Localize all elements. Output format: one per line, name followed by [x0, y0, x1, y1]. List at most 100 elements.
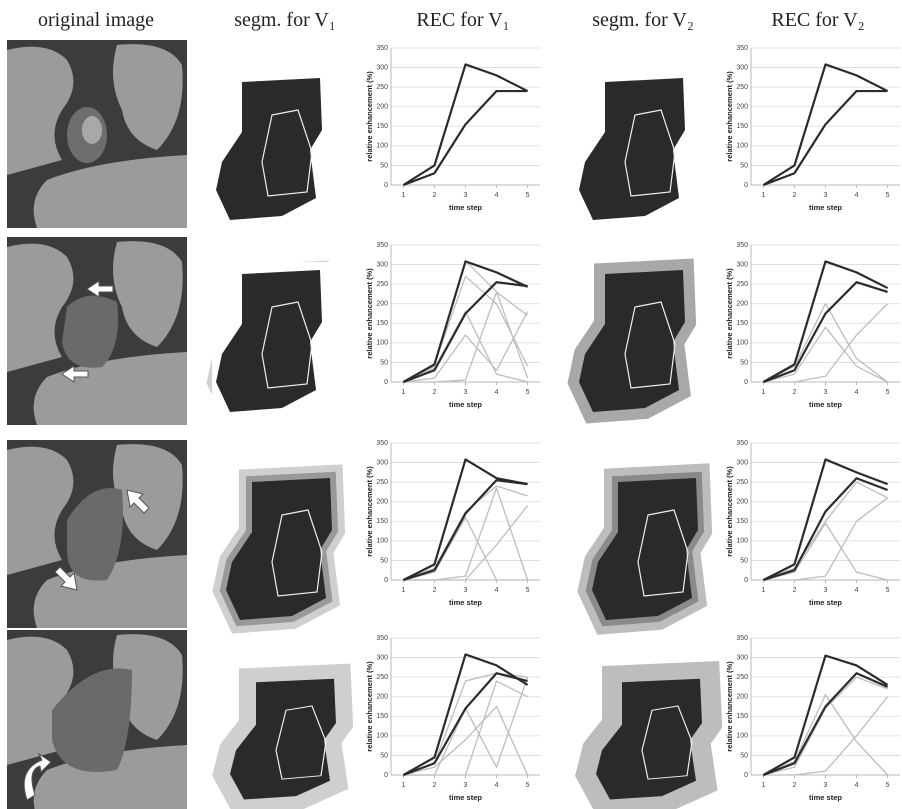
y-tick-label: 0: [744, 772, 748, 779]
x-tick-label: 1: [401, 782, 405, 789]
y-tick-label: 150: [376, 123, 388, 130]
x-axis-title: time step: [809, 400, 842, 409]
x-tick-label: 2: [793, 192, 797, 199]
y-tick-label: 250: [376, 281, 388, 288]
segmentation: [592, 478, 698, 620]
x-tick-label: 1: [761, 389, 765, 396]
x-tick-label: 4: [855, 389, 859, 396]
x-tick-label: 2: [433, 587, 437, 594]
data-line: [403, 681, 527, 775]
x-tick-label: 4: [495, 587, 499, 594]
y-tick-label: 0: [384, 182, 388, 189]
x-tick-label: 1: [761, 587, 765, 594]
data-line: [763, 677, 887, 775]
y-tick-label: 350: [736, 635, 748, 642]
data-line: [403, 282, 527, 382]
data-line: [763, 478, 887, 580]
x-tick-label: 1: [401, 192, 405, 199]
data-line: [403, 91, 527, 185]
x-tick-label: 1: [401, 389, 405, 396]
x-tick-label: 3: [824, 782, 828, 789]
y-tick-label: 150: [736, 713, 748, 720]
x-axis-title: time step: [809, 793, 842, 802]
segmentation: [212, 262, 342, 422]
data-line: [403, 654, 527, 775]
segmentation: [575, 262, 705, 422]
y-tick-label: 50: [380, 557, 388, 564]
data-line: [403, 673, 527, 775]
data-line: [403, 486, 527, 580]
y-tick-label: 200: [736, 499, 748, 506]
y-axis-title: relative enhancement (%): [365, 466, 374, 557]
y-tick-label: 150: [736, 518, 748, 525]
y-tick-label: 0: [744, 379, 748, 386]
y-tick-label: 250: [376, 674, 388, 681]
data-line: [763, 459, 887, 580]
y-tick-label: 350: [376, 440, 388, 447]
y-tick-label: 250: [736, 281, 748, 288]
y-tick-label: 350: [736, 440, 748, 447]
x-axis-title: time step: [449, 793, 482, 802]
y-tick-label: 100: [376, 733, 388, 740]
x-tick-label: 5: [886, 389, 890, 396]
x-tick-label: 4: [495, 782, 499, 789]
data-line: [763, 673, 887, 775]
y-tick-label: 100: [736, 538, 748, 545]
y-tick-label: 300: [376, 64, 388, 71]
original-image: [7, 440, 187, 628]
headers: original image segm. for V₁ REC for V₁ s…: [38, 9, 865, 31]
x-axis-title: time step: [449, 400, 482, 409]
original-image: [7, 630, 187, 809]
segmentation: [212, 70, 342, 230]
segmentation: [596, 679, 702, 800]
x-tick-label: 5: [526, 389, 530, 396]
y-tick-label: 150: [736, 123, 748, 130]
y-axis-title: relative enhancement (%): [365, 268, 374, 359]
x-tick-label: 3: [824, 389, 828, 396]
y-tick-label: 300: [736, 261, 748, 268]
y-tick-label: 200: [376, 694, 388, 701]
y-tick-label: 300: [736, 64, 748, 71]
y-tick-label: 50: [380, 359, 388, 366]
y-axis-title: relative enhancement (%): [725, 71, 734, 162]
y-tick-label: 300: [376, 261, 388, 268]
x-tick-label: 2: [793, 587, 797, 594]
y-tick-label: 250: [376, 84, 388, 91]
y-tick-label: 50: [740, 557, 748, 564]
x-axis-title: time step: [449, 203, 482, 212]
y-tick-label: 0: [384, 379, 388, 386]
x-tick-label: 3: [824, 192, 828, 199]
original-image: [7, 40, 187, 228]
y-tick-label: 0: [384, 577, 388, 584]
segmentation: [230, 679, 336, 800]
data-line: [763, 656, 887, 775]
y-axis-title: relative enhancement (%): [725, 268, 734, 359]
column-header: segm. for V₂: [592, 9, 694, 31]
y-tick-label: 300: [736, 654, 748, 661]
y-tick-label: 300: [736, 459, 748, 466]
data-line: [403, 677, 527, 775]
y-tick-label: 250: [736, 479, 748, 486]
data-line: [763, 482, 887, 580]
data-line: [403, 276, 527, 382]
y-tick-label: 0: [384, 772, 388, 779]
y-axis-title: relative enhancement (%): [725, 466, 734, 557]
y-tick-label: 100: [736, 340, 748, 347]
y-tick-label: 100: [376, 340, 388, 347]
data-line: [403, 459, 527, 580]
y-tick-label: 50: [740, 162, 748, 169]
x-tick-label: 2: [793, 782, 797, 789]
chart: 05010015020025030035012345time steprelat…: [365, 635, 540, 802]
chart: 05010015020025030035012345time steprelat…: [725, 242, 900, 409]
x-tick-label: 1: [761, 782, 765, 789]
x-tick-label: 3: [464, 192, 468, 199]
y-tick-label: 150: [376, 713, 388, 720]
y-tick-label: 350: [376, 635, 388, 642]
y-tick-label: 350: [376, 242, 388, 249]
x-tick-label: 2: [433, 389, 437, 396]
figure: original image segm. for V₁ REC for V₁ s…: [0, 0, 902, 809]
data-line: [763, 91, 887, 185]
y-tick-label: 200: [376, 104, 388, 111]
